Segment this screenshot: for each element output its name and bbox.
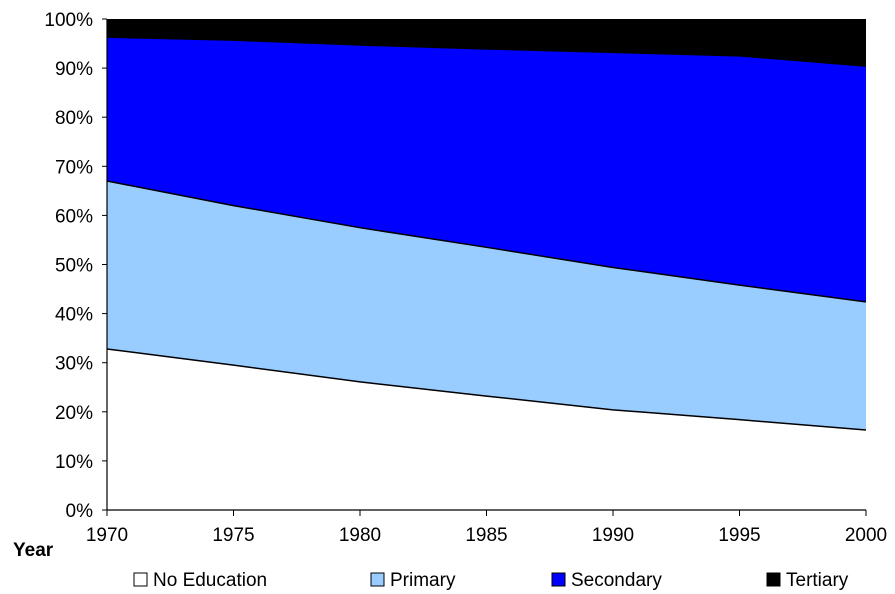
x-tick-label: 1990 (592, 525, 634, 546)
legend-label: Tertiary (786, 570, 849, 591)
x-axis-title: Year (13, 540, 54, 561)
x-tick-label: 1985 (465, 525, 507, 546)
legend-item-secondary: Secondary (551, 570, 662, 591)
legend-swatch-primary (370, 572, 385, 587)
x-tick-label: 1980 (339, 525, 381, 546)
x-tick-label: 1995 (718, 525, 760, 546)
x-axis-ticks: 1970 1975 1980 1985 1990 1995 2000 (86, 510, 887, 546)
y-tick-label: 100% (44, 10, 93, 31)
y-tick-label: 70% (55, 157, 93, 178)
x-tick-label: 1970 (86, 525, 128, 546)
area-secondary (107, 37, 866, 302)
series-boundary-no-education (106, 348, 867, 431)
y-tick-label: 10% (55, 452, 93, 473)
stacked-areas (106, 19, 867, 510)
y-tick-label: 20% (55, 403, 93, 424)
legend-swatch-secondary (551, 572, 566, 587)
legend-swatch-no-education (133, 572, 148, 587)
legend-label: Secondary (571, 570, 662, 591)
y-tick-label: 30% (55, 354, 93, 375)
y-tick-label: 90% (55, 59, 93, 80)
legend-item-primary: Primary (370, 570, 456, 591)
legend-label: Primary (390, 570, 456, 591)
legend-item-no-education: No Education (133, 570, 267, 591)
y-tick-label: 50% (55, 256, 93, 277)
y-axis-ticks: 0% 10% 20% 30% 40% 50% 60% 70% 80% 90% 100% (44, 10, 107, 522)
legend-label: No Education (153, 570, 267, 591)
legend-swatch-tertiary (766, 572, 781, 587)
y-tick-label: 80% (55, 108, 93, 129)
area-no-education (107, 348, 866, 510)
x-tick-label: 1975 (212, 525, 254, 546)
x-tick-label: 2000 (845, 525, 887, 546)
y-tick-label: 40% (55, 305, 93, 326)
series-boundary-secondary (106, 36, 867, 67)
series-boundary-primary (106, 180, 867, 303)
y-tick-label: 0% (66, 501, 94, 522)
legend: No Education Primary Secondary Tertiary (133, 570, 849, 591)
area-primary (107, 181, 866, 430)
y-tick-label: 60% (55, 206, 93, 227)
area-tertiary (107, 19, 866, 67)
legend-item-tertiary: Tertiary (766, 570, 849, 591)
